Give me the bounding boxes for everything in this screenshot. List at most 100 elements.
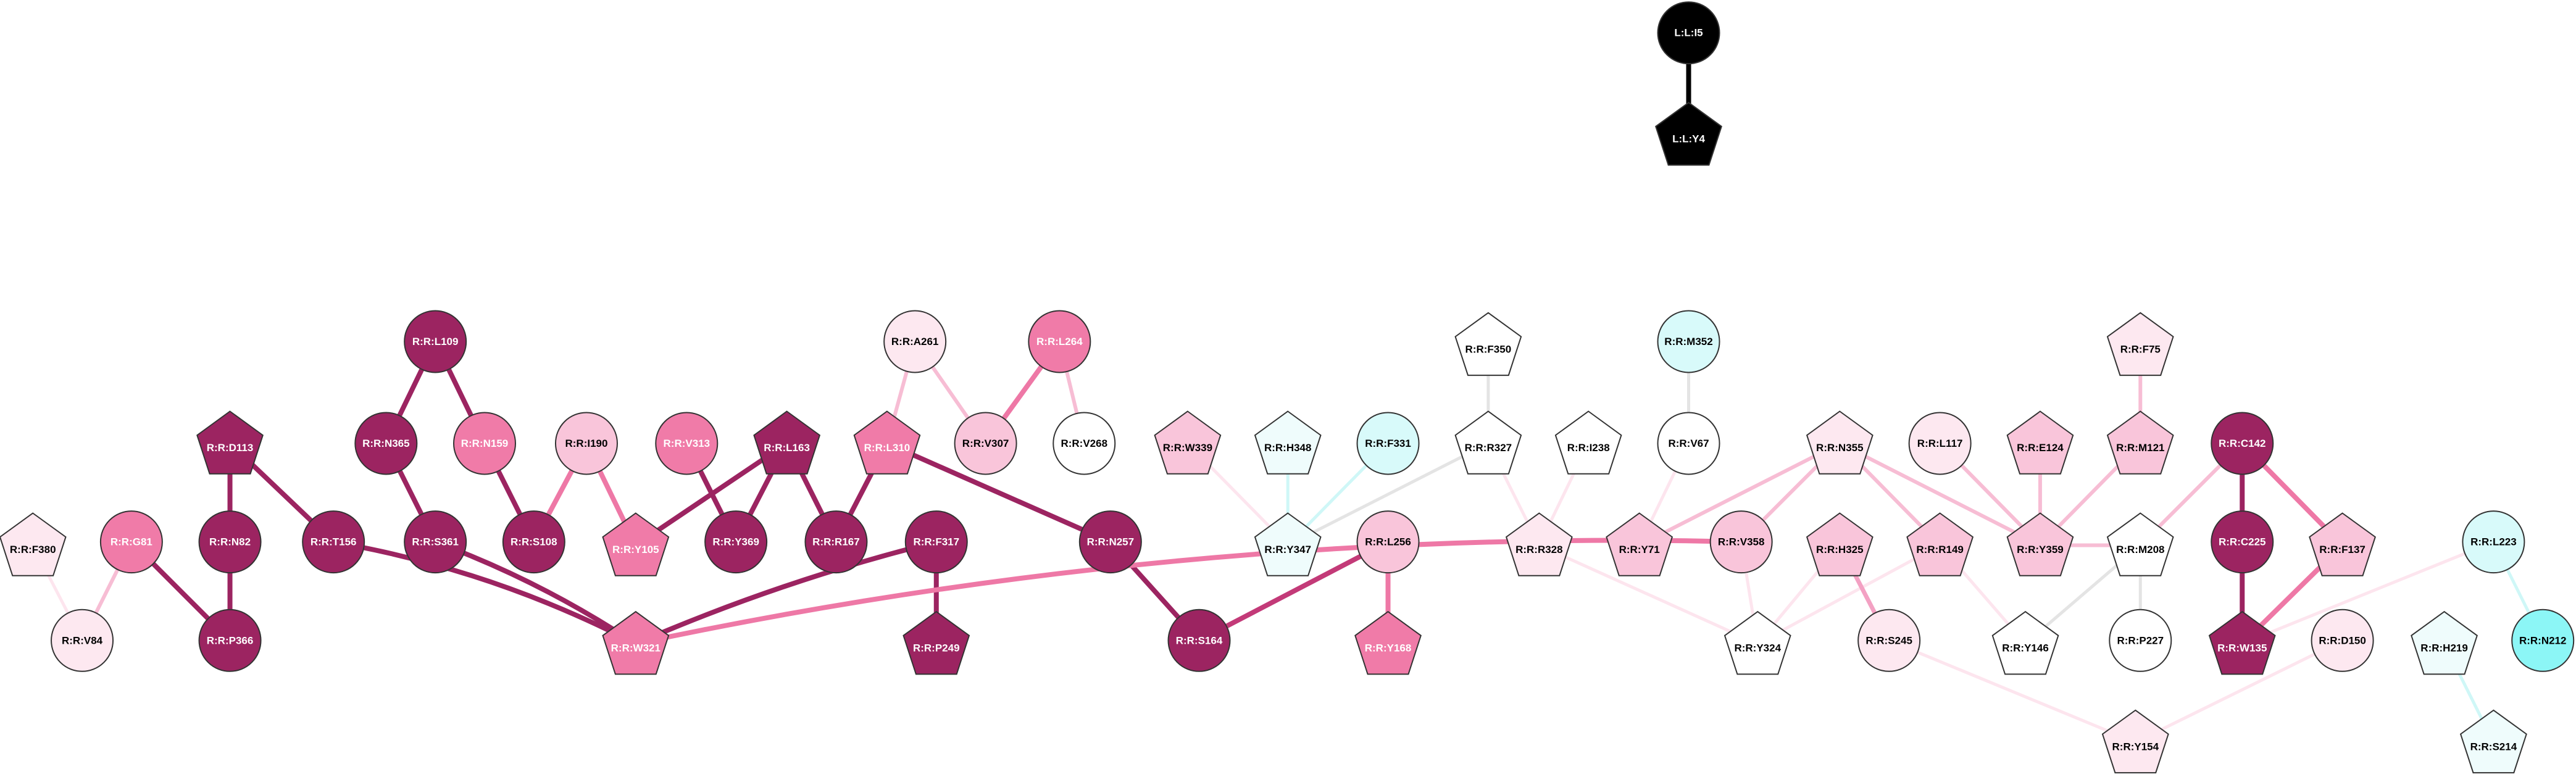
node-circle bbox=[1709, 510, 1773, 574]
node-label: R:R:N82 bbox=[209, 536, 251, 548]
node-pentagon bbox=[2006, 410, 2074, 475]
node-label: R:R:V307 bbox=[962, 438, 1009, 449]
node-label: R:R:C142 bbox=[2219, 438, 2266, 449]
edge bbox=[1538, 544, 1759, 646]
node-circle bbox=[704, 510, 768, 574]
edge bbox=[635, 539, 937, 646]
node-label: R:R:S361 bbox=[412, 536, 459, 548]
node-pentagon bbox=[1254, 410, 1322, 475]
node-label: R:R:P249 bbox=[913, 642, 960, 654]
node-circle bbox=[2311, 609, 2374, 672]
node-label: R:R:M352 bbox=[1664, 336, 1712, 347]
node-circle bbox=[452, 412, 516, 475]
node-label: R:R:Y347 bbox=[1264, 544, 1311, 555]
node-pentagon bbox=[1806, 512, 1874, 576]
node-pentagon bbox=[196, 410, 264, 475]
node-circle bbox=[2211, 510, 2274, 574]
node-label: R:R:P227 bbox=[2117, 634, 2164, 646]
node-pentagon bbox=[1554, 410, 1622, 475]
node-label: R:R:A261 bbox=[891, 336, 939, 347]
node-pentagon bbox=[2106, 410, 2174, 475]
node-pentagon bbox=[1454, 410, 1522, 475]
node-circle bbox=[1908, 412, 1972, 475]
node-circle bbox=[2109, 609, 2172, 672]
edge bbox=[635, 538, 1741, 647]
edge bbox=[1888, 639, 2136, 744]
node-label: R:R:G81 bbox=[110, 536, 152, 548]
node-label: R:R:W321 bbox=[611, 642, 661, 654]
node-pentagon bbox=[853, 410, 921, 475]
edge bbox=[886, 441, 1112, 544]
node-circle bbox=[2211, 412, 2274, 475]
node-label: R:R:P366 bbox=[207, 634, 254, 646]
node-circle bbox=[404, 510, 467, 574]
node-label: R:R:N159 bbox=[461, 438, 509, 449]
node-circle bbox=[51, 609, 114, 672]
node-circle bbox=[1657, 412, 1720, 475]
node-label: R:R:L117 bbox=[1917, 438, 1963, 449]
edge bbox=[2241, 540, 2495, 646]
node-circle bbox=[904, 510, 968, 574]
node-circle bbox=[198, 609, 262, 672]
node-label: R:R:N365 bbox=[362, 438, 410, 449]
node-label: R:R:F331 bbox=[1365, 438, 1411, 449]
node-label: R:R:F75 bbox=[2120, 343, 2161, 355]
node-label: R:R:Y324 bbox=[1734, 642, 1781, 654]
node-label: R:R:S108 bbox=[511, 536, 557, 548]
node-label: R:R:V84 bbox=[62, 634, 103, 646]
node-label: R:R:L163 bbox=[764, 442, 810, 454]
node-circle bbox=[954, 412, 1017, 475]
node-pentagon bbox=[2006, 512, 2074, 576]
node-label: R:R:V313 bbox=[664, 438, 711, 449]
node-circle bbox=[99, 510, 163, 574]
node-label: R:R:D113 bbox=[207, 442, 254, 454]
node-label: R:R:H348 bbox=[1264, 442, 1312, 454]
node-circle bbox=[1078, 510, 1142, 574]
node-pentagon bbox=[1724, 610, 1791, 675]
node-label: R:R:R167 bbox=[812, 536, 860, 548]
node-label: R:R:Y105 bbox=[612, 544, 659, 555]
node-label: R:R:C225 bbox=[2219, 536, 2266, 548]
node-label: R:R:L264 bbox=[1036, 336, 1083, 347]
node-label: R:R:Y146 bbox=[2002, 642, 2049, 654]
node-pentagon bbox=[1505, 512, 1573, 576]
node-label: R:R:I238 bbox=[1567, 442, 1610, 454]
node-pentagon bbox=[1254, 512, 1322, 576]
node-label: R:R:M121 bbox=[2116, 442, 2164, 454]
node-circle bbox=[1167, 609, 1231, 672]
node-pentagon bbox=[1354, 610, 1422, 675]
node-label: R:R:N212 bbox=[2519, 634, 2567, 646]
node-label: R:R:H325 bbox=[1816, 544, 1864, 555]
node-pentagon bbox=[1655, 101, 1722, 166]
node-pentagon bbox=[1606, 512, 1674, 576]
node-circle bbox=[1028, 310, 1091, 373]
node-label: R:R:I190 bbox=[565, 438, 607, 449]
node-label: R:R:F350 bbox=[1465, 343, 1512, 355]
node-label: L:L:I5 bbox=[1674, 27, 1703, 39]
node-label: R:R:L223 bbox=[2470, 536, 2517, 548]
node-label: R:R:L310 bbox=[864, 442, 911, 454]
node-label: R:R:Y71 bbox=[1619, 544, 1660, 555]
node-pentagon bbox=[602, 610, 670, 675]
node-pentagon bbox=[902, 610, 970, 675]
node-pentagon bbox=[2106, 512, 2174, 576]
node-label: R:R:S245 bbox=[1865, 634, 1912, 646]
node-label: R:R:R327 bbox=[1465, 442, 1512, 454]
node-label: R:R:F137 bbox=[2319, 544, 2366, 555]
node-pentagon bbox=[2411, 610, 2478, 675]
node-pentagon bbox=[1806, 410, 1874, 475]
node-circle bbox=[502, 510, 565, 574]
edge bbox=[333, 539, 637, 646]
node-pentagon bbox=[2459, 709, 2527, 774]
node-label: R:R:S214 bbox=[2470, 741, 2517, 752]
node-circle bbox=[1857, 609, 1921, 672]
node-pentagon bbox=[753, 410, 821, 475]
node-label: R:R:E124 bbox=[2017, 442, 2064, 454]
node-label: R:R:D150 bbox=[2319, 634, 2366, 646]
node-label: R:R:L109 bbox=[412, 336, 459, 347]
node-label: R:R:Y359 bbox=[2017, 544, 2064, 555]
node-label: R:R:Y154 bbox=[2112, 741, 2159, 752]
